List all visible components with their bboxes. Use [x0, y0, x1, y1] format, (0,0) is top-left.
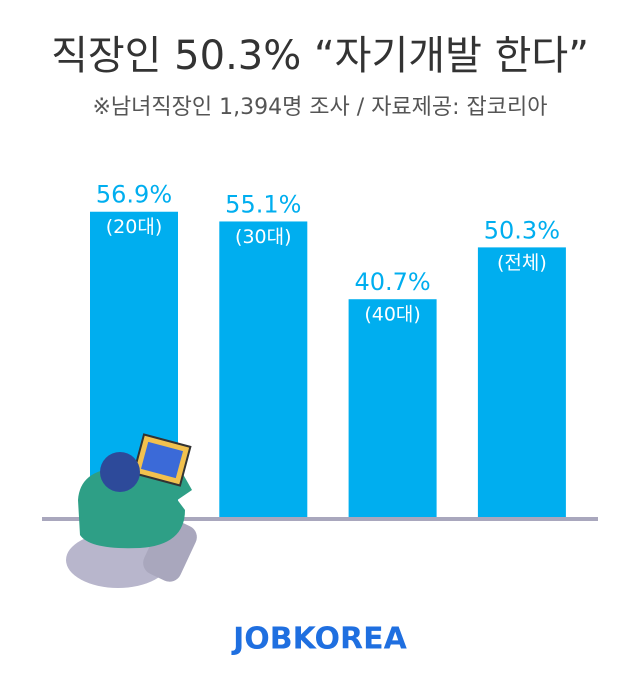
category-label: (30대): [235, 226, 291, 248]
category-label: (전체): [497, 252, 547, 274]
value-label: 56.9%: [96, 181, 172, 209]
chart-subtitle: ※남녀직장인 1,394명 조사 / 자료제공: 잡코리아: [92, 95, 547, 120]
chart-title: 직장인 50.3% “자기개발 한다”: [51, 33, 589, 79]
illustration: [66, 433, 197, 588]
bar: [348, 299, 437, 519]
value-label: 55.1%: [225, 190, 301, 218]
category-label: (40대): [364, 304, 420, 326]
head: [100, 452, 140, 492]
logo: JOBKOREA: [231, 622, 408, 657]
value-label: 40.7%: [354, 268, 430, 296]
bars: 56.9% (20대) 55.1% (30대) 40.7% (40대) 50.3% (전체): [90, 181, 566, 520]
value-label: 50.3%: [484, 216, 560, 244]
category-label: (20대): [106, 216, 162, 238]
tablet-screen: [140, 441, 184, 479]
bar: [477, 247, 566, 519]
bar: [219, 221, 308, 519]
body: [78, 468, 185, 549]
